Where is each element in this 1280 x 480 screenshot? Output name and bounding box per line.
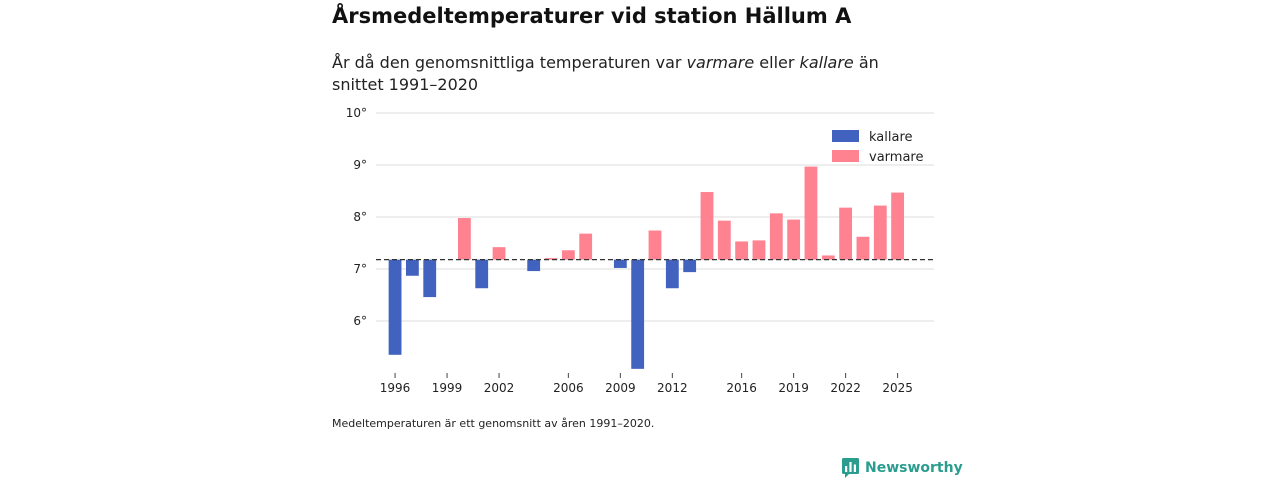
bar-chart: 6° 7° 8° 9° 10° 1996 1999 2002 2006 2009 2012 2016… [346, 106, 934, 395]
y-axis: 6° 7° 8° 9° 10° [346, 106, 367, 328]
bars [388, 166, 905, 369]
bar-2022 [839, 207, 853, 260]
y-tick-label: 6° [353, 314, 367, 328]
subtitle-text-mid: eller [754, 53, 800, 72]
bar-2023 [856, 236, 870, 260]
bar-1996 [388, 259, 402, 355]
newsworthy-logo-icon [842, 458, 859, 478]
x-tick-label: 2006 [553, 381, 584, 395]
legend-swatch-warmer [832, 150, 859, 162]
y-tick-label: 9° [353, 158, 367, 172]
subtitle-cold-word: kallare [799, 53, 854, 72]
y-tick-label: 7° [353, 262, 367, 276]
bar-2002 [492, 247, 506, 260]
x-tick-label: 2022 [830, 381, 861, 395]
bar-2025 [891, 192, 905, 260]
bar-2018 [769, 213, 783, 260]
chart-title: Årsmedeltemperaturer vid station Hällum … [332, 4, 852, 28]
footnote: Medeltemperaturen är ett genomsnitt av å… [332, 417, 655, 430]
bar-2017 [752, 240, 766, 260]
bar-2004 [527, 259, 541, 272]
subtitle-text-pre: År då den genomsnittliga temperaturen va… [332, 53, 687, 72]
bar-2009 [613, 259, 627, 268]
bar-2015 [717, 220, 731, 260]
y-tick-label: 10° [346, 106, 367, 120]
bar-2020 [804, 166, 818, 260]
x-axis: 1996 1999 2002 2006 2009 2012 2016 2019 2022 2025 [380, 373, 913, 395]
bar-2005 [544, 258, 558, 260]
bar-2007 [579, 233, 593, 260]
x-tick-label: 2002 [484, 381, 515, 395]
x-tick-label: 2025 [882, 381, 913, 395]
y-tick-label: 8° [353, 210, 367, 224]
x-tick-label: 2012 [657, 381, 688, 395]
legend-label-colder: kallare [869, 130, 913, 145]
bar-2013 [683, 259, 697, 273]
x-tick-label: 2009 [605, 381, 636, 395]
subtitle-text-post: än snittet 1991–2020 [332, 53, 879, 94]
bar-2006 [561, 250, 575, 260]
bar-2024 [873, 205, 887, 260]
bar-1997 [405, 259, 419, 276]
bar-2016 [735, 241, 749, 260]
grid-lines [376, 112, 934, 322]
legend: kallare varmare [832, 130, 923, 165]
bar-1998 [423, 259, 437, 298]
brand-name: Newsworthy [865, 460, 963, 476]
legend-swatch-colder [832, 130, 859, 142]
bar-2012 [665, 259, 679, 289]
bar-2011 [648, 230, 662, 260]
x-tick-label: 2019 [778, 381, 809, 395]
bar-2010 [631, 259, 645, 369]
x-tick-label: 1999 [432, 381, 463, 395]
x-tick-label: 2016 [726, 381, 757, 395]
bar-2019 [787, 219, 801, 260]
x-tick-label: 1996 [380, 381, 411, 395]
brand-logo[interactable]: Newsworthy [842, 458, 963, 478]
bar-2021 [821, 255, 835, 260]
bar-2014 [700, 192, 714, 260]
subtitle-warm-word: varmare [686, 53, 755, 72]
bar-2001 [475, 259, 489, 289]
bar-2000 [457, 218, 471, 260]
chart-subtitle: År då den genomsnittliga temperaturen va… [332, 52, 932, 96]
legend-label-warmer: varmare [869, 150, 923, 165]
